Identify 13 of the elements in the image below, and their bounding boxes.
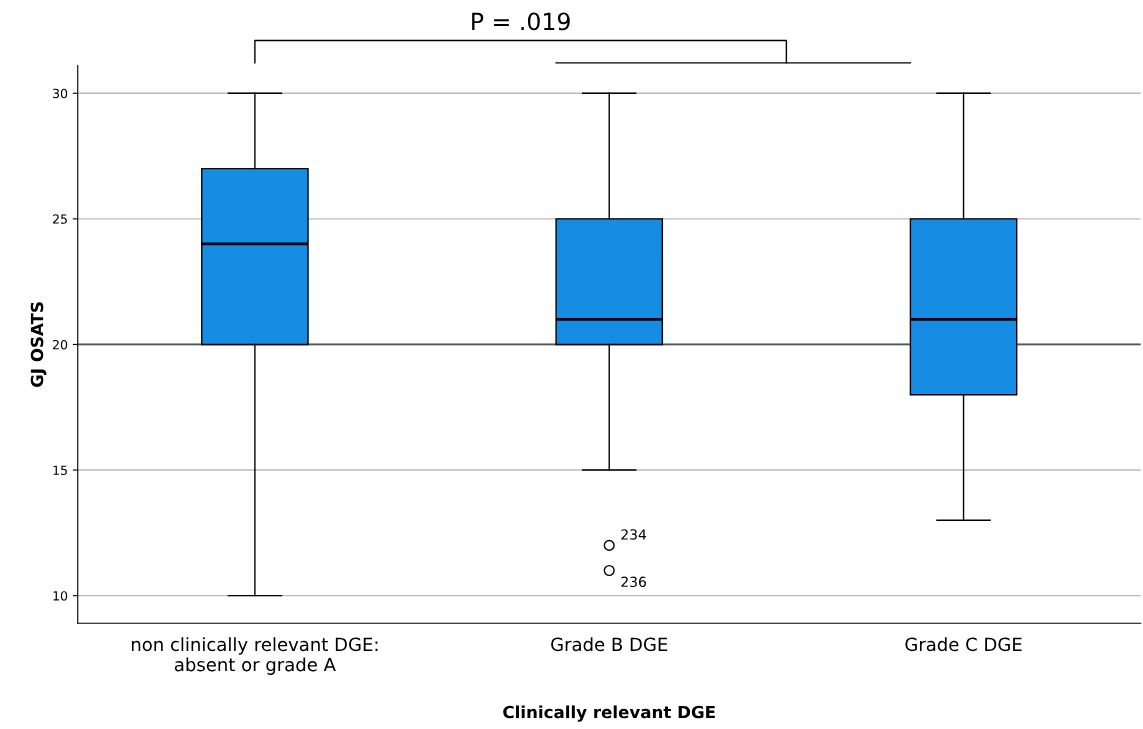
x-tick-label: Grade B DGE <box>551 637 668 652</box>
x-tick-label: Grade C DGE <box>905 637 1022 652</box>
x-tick-label: non clinically relevant DGE: absent or grade A <box>131 637 378 675</box>
x-axis-title: Clinically relevant DGE <box>503 705 715 722</box>
text: P = .019 <box>472 12 570 31</box>
y-axis-title: GJ OSATS <box>30 302 47 388</box>
y-tick-label: 15 <box>53 465 67 475</box>
y-tick-label: 10 <box>53 591 68 601</box>
annotation: 236 <box>621 576 646 588</box>
y-tick-label: 20 <box>53 339 68 350</box>
annotation: 234 <box>621 529 647 540</box>
y-tick-label: 25 <box>53 214 67 224</box>
y-tick-label: 30 <box>53 88 68 99</box>
